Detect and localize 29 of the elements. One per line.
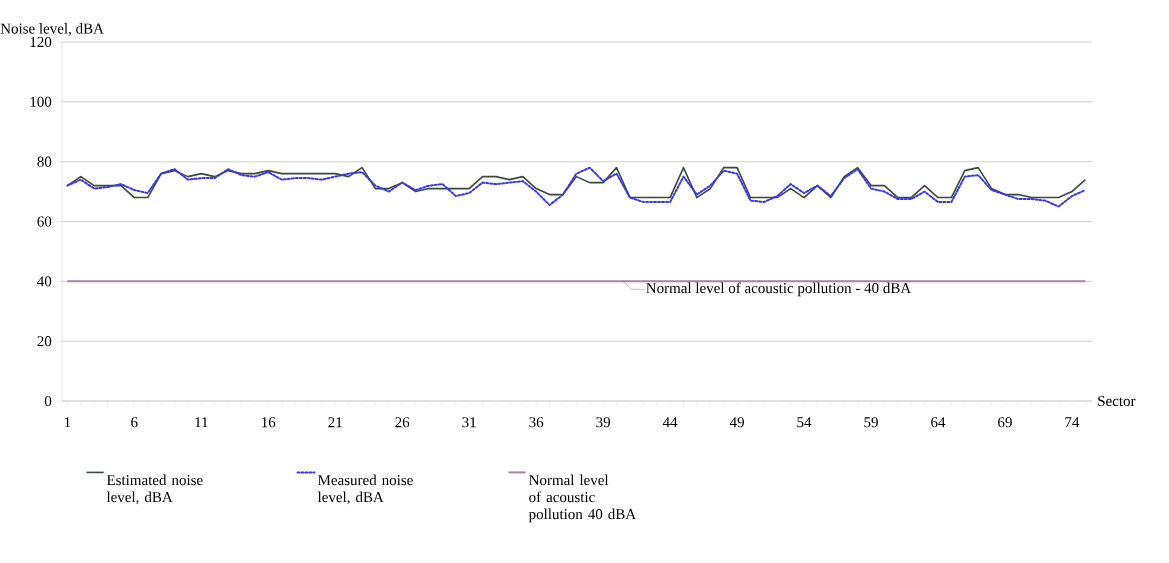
x-tick-label: 64: [931, 417, 946, 428]
legend-label: Normal level of acoustic pollution 40 dBA: [528, 474, 637, 523]
x-tick-label: 39: [596, 417, 611, 428]
legend-label: Estimated noise level, dBA: [106, 474, 203, 505]
y-tick-label: 80: [37, 156, 52, 167]
x-tick-label: 6: [131, 417, 138, 428]
y-tick-label: 0: [44, 395, 52, 407]
x-tick-label: 11: [195, 417, 208, 428]
legend-label: Measured noise level, dBA: [317, 474, 413, 505]
x-tick-label: 59: [864, 417, 878, 428]
x-tick-label: 49: [729, 417, 744, 428]
y-axis-title: Noise level, dBA: [0, 23, 104, 36]
x-tick-label: 31: [462, 417, 476, 428]
x-tick-label: 21: [328, 417, 342, 428]
annotation: Normal level of acoustic pollution - 40 dBA: [646, 282, 912, 297]
x-tick-label: 74: [1065, 417, 1080, 428]
x-tick-label: 69: [998, 417, 1012, 428]
y-tick-label: 20: [37, 336, 52, 347]
x-tick-label: 16: [262, 417, 276, 428]
y-tick-label: 100: [30, 96, 52, 107]
x-tick-label: 54: [797, 417, 812, 428]
x-axis-title: Sector: [1098, 395, 1136, 407]
y-tick-label: 60: [37, 216, 52, 227]
x-tick-label: 36: [529, 417, 544, 428]
y-tick-label: 120: [30, 36, 52, 48]
x-tick-label: 1: [64, 417, 71, 428]
x-tick-label: 26: [395, 417, 410, 428]
x-tick-label: 44: [662, 417, 678, 428]
y-tick-label: 40: [37, 276, 52, 287]
